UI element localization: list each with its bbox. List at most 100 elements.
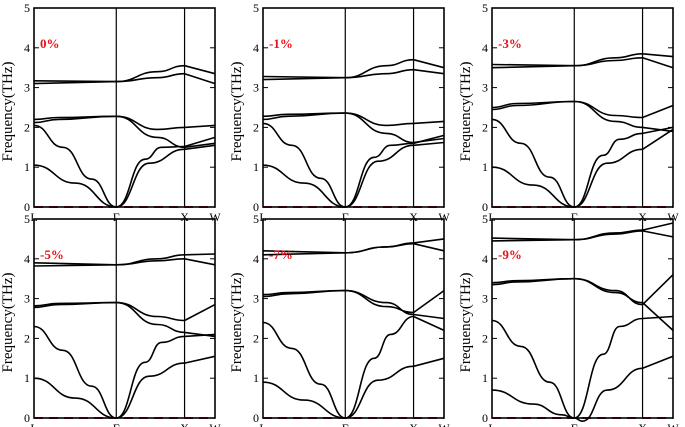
phonon-band — [642, 128, 674, 150]
phonon-band — [345, 142, 414, 208]
phonon-band — [642, 53, 674, 58]
y-tick-label: 3 — [24, 81, 30, 95]
y-tick-label: 2 — [24, 331, 30, 345]
phonon-band — [491, 277, 575, 286]
y-tick-label: 4 — [24, 41, 30, 55]
y-tick-label: 2 — [482, 331, 488, 345]
strain-label: -5% — [40, 247, 64, 262]
y-tick-label: 1 — [482, 371, 488, 385]
y-tick-label: 4 — [24, 252, 30, 266]
phonon-band — [116, 145, 185, 208]
phonon-band — [116, 258, 185, 266]
y-tick-label: 4 — [253, 41, 259, 55]
phonon-band — [116, 301, 185, 322]
phonon-band — [642, 126, 674, 135]
phonon-band — [116, 301, 185, 334]
phonon-band — [184, 64, 216, 75]
strain-label: -9% — [498, 247, 522, 262]
y-tick-label: 1 — [482, 160, 488, 174]
strain-label: -7% — [269, 247, 293, 262]
phonon-band — [413, 238, 445, 244]
strain-label: -1% — [269, 36, 293, 51]
plot-frame — [262, 218, 445, 419]
phonon-band — [413, 120, 445, 125]
y-tick-label: 4 — [482, 252, 488, 266]
phonon-band — [33, 325, 117, 419]
phonon-band — [345, 112, 414, 127]
y-tick-label: 1 — [24, 160, 30, 174]
plot-frame — [491, 7, 674, 208]
phonon-band — [262, 164, 346, 208]
phonon-band — [574, 367, 643, 422]
y-tick-label: 5 — [482, 1, 488, 15]
y-tick-label: 2 — [253, 120, 259, 134]
y-tick-label: 3 — [253, 81, 259, 95]
plot-frame — [33, 218, 216, 419]
x-tick-label-X: X — [409, 210, 418, 224]
phonon-band — [345, 112, 414, 144]
phonon-band — [413, 315, 445, 332]
plot-frame — [491, 218, 674, 419]
y-axis-title: Frequency(THz) — [0, 273, 16, 373]
phonon-band — [642, 57, 674, 69]
y-tick-label: 0 — [253, 200, 259, 214]
phonon-band — [345, 58, 414, 79]
phonon-band — [262, 250, 346, 254]
y-tick-label: 0 — [253, 411, 259, 425]
phonon-band — [345, 315, 414, 419]
y-axis-title: Frequency(THz) — [458, 62, 474, 162]
phonon-band — [491, 389, 575, 419]
y-tick-label: 1 — [253, 371, 259, 385]
phonon-band — [184, 258, 216, 266]
y-tick-label: 2 — [253, 331, 259, 345]
phonon-band — [491, 166, 575, 208]
phonon-band — [184, 333, 216, 338]
x-tick-label-X: X — [638, 210, 647, 224]
phonon-band — [116, 115, 185, 131]
phonon-band — [413, 141, 445, 147]
phonon-band — [33, 262, 117, 266]
x-tick-label-L: L — [30, 421, 37, 427]
phonon-band — [574, 317, 643, 419]
y-tick-label: 5 — [253, 1, 259, 15]
phonon-band — [642, 222, 674, 231]
phonon-band — [184, 142, 216, 149]
plot-frame — [33, 7, 216, 208]
y-tick-label: 0 — [24, 411, 30, 425]
x-tick-label-W: W — [438, 210, 450, 224]
x-tick-label-L: L — [30, 210, 37, 224]
phonon-band — [345, 242, 414, 254]
phonon-band — [184, 144, 216, 151]
phonon-band — [262, 381, 346, 419]
x-tick-label-Γ: Γ — [342, 210, 349, 224]
x-tick-label-X: X — [638, 421, 647, 427]
phonon-band — [116, 115, 185, 149]
phonon-band — [574, 277, 643, 304]
phonon-band — [33, 80, 117, 83]
phonon-band — [413, 242, 445, 252]
y-tick-label: 3 — [24, 292, 30, 306]
x-tick-label-L: L — [259, 210, 266, 224]
x-tick-label-X: X — [409, 421, 418, 427]
plot-frame — [262, 7, 445, 208]
phonon-band — [413, 58, 445, 69]
phonon-band — [491, 319, 575, 419]
x-tick-label-W: W — [667, 210, 679, 224]
phonon-band — [642, 126, 674, 133]
phonon-band — [413, 289, 445, 314]
x-tick-label-W: W — [667, 421, 679, 427]
phonon-band — [642, 274, 674, 306]
phonon-band — [116, 335, 185, 419]
phonon-band — [642, 104, 674, 119]
y-tick-label: 1 — [24, 371, 30, 385]
phonon-band — [345, 144, 414, 208]
x-tick-label-Γ: Γ — [571, 210, 578, 224]
phonon-band — [345, 365, 414, 419]
x-tick-label-Γ: Γ — [113, 421, 120, 427]
y-tick-label: 3 — [482, 81, 488, 95]
y-tick-label: 2 — [24, 120, 30, 134]
